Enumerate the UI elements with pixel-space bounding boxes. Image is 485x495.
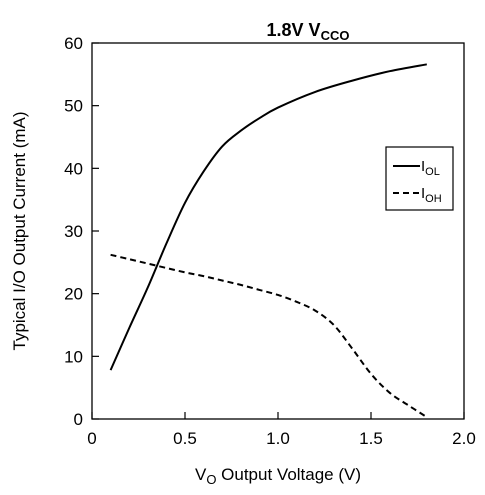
- y-tick-label: 30: [64, 222, 83, 241]
- plot-frame: [91, 42, 465, 420]
- legend-label-iol: IOL: [421, 158, 440, 178]
- chart-title: 1.8V VCCO: [267, 20, 350, 43]
- series-layer: [109, 63, 428, 418]
- x-tick-label: 0: [87, 429, 96, 448]
- y-tick-label: 0: [74, 410, 83, 429]
- chart-title-main: 1.8V V: [267, 20, 321, 40]
- y-tick-label: 50: [64, 97, 83, 116]
- x-tick-label: 2.0: [452, 429, 476, 448]
- x-axis-title-post: Output Voltage (V): [216, 465, 361, 484]
- legend: IOL IOH: [385, 146, 454, 211]
- legend-label-ioh: IOH: [421, 185, 442, 205]
- legend-label-iol-sub: OL: [425, 166, 440, 178]
- x-axis-title-sub: O: [206, 472, 216, 487]
- y-tick-label: 60: [64, 34, 83, 53]
- legend-label-ioh-sub: OH: [425, 193, 442, 205]
- x-axis-title-pre: V: [195, 465, 207, 484]
- legend-label-ioh-pre: I: [421, 185, 425, 202]
- chart-title-sub: CCO: [321, 28, 350, 43]
- y-axis-ticks: 0 10 20 30 40 50 60: [64, 34, 99, 429]
- svg-text:VO Output Voltage (V): VO Output Voltage (V): [195, 465, 361, 487]
- legend-label-iol-pre: I: [421, 158, 425, 175]
- y-tick-label: 20: [64, 285, 83, 304]
- series-line-iol: [109, 63, 427, 371]
- svg-text:1.8V VCCO: 1.8V VCCO: [267, 20, 350, 43]
- y-axis-title: Typical I/O Output Current (mA): [10, 111, 29, 350]
- y-tick-label: 10: [64, 347, 83, 366]
- x-axis-ticks: 0 0.5 1.0 1.5 2.0: [87, 412, 476, 448]
- series-line-ioh: [110, 253, 428, 418]
- x-axis-title: VO Output Voltage (V): [195, 465, 361, 487]
- x-tick-label: 1.0: [266, 429, 290, 448]
- legend-box: [385, 146, 454, 211]
- x-tick-label: 1.5: [359, 429, 383, 448]
- x-tick-label: 0.5: [173, 429, 197, 448]
- y-tick-label: 40: [64, 159, 83, 178]
